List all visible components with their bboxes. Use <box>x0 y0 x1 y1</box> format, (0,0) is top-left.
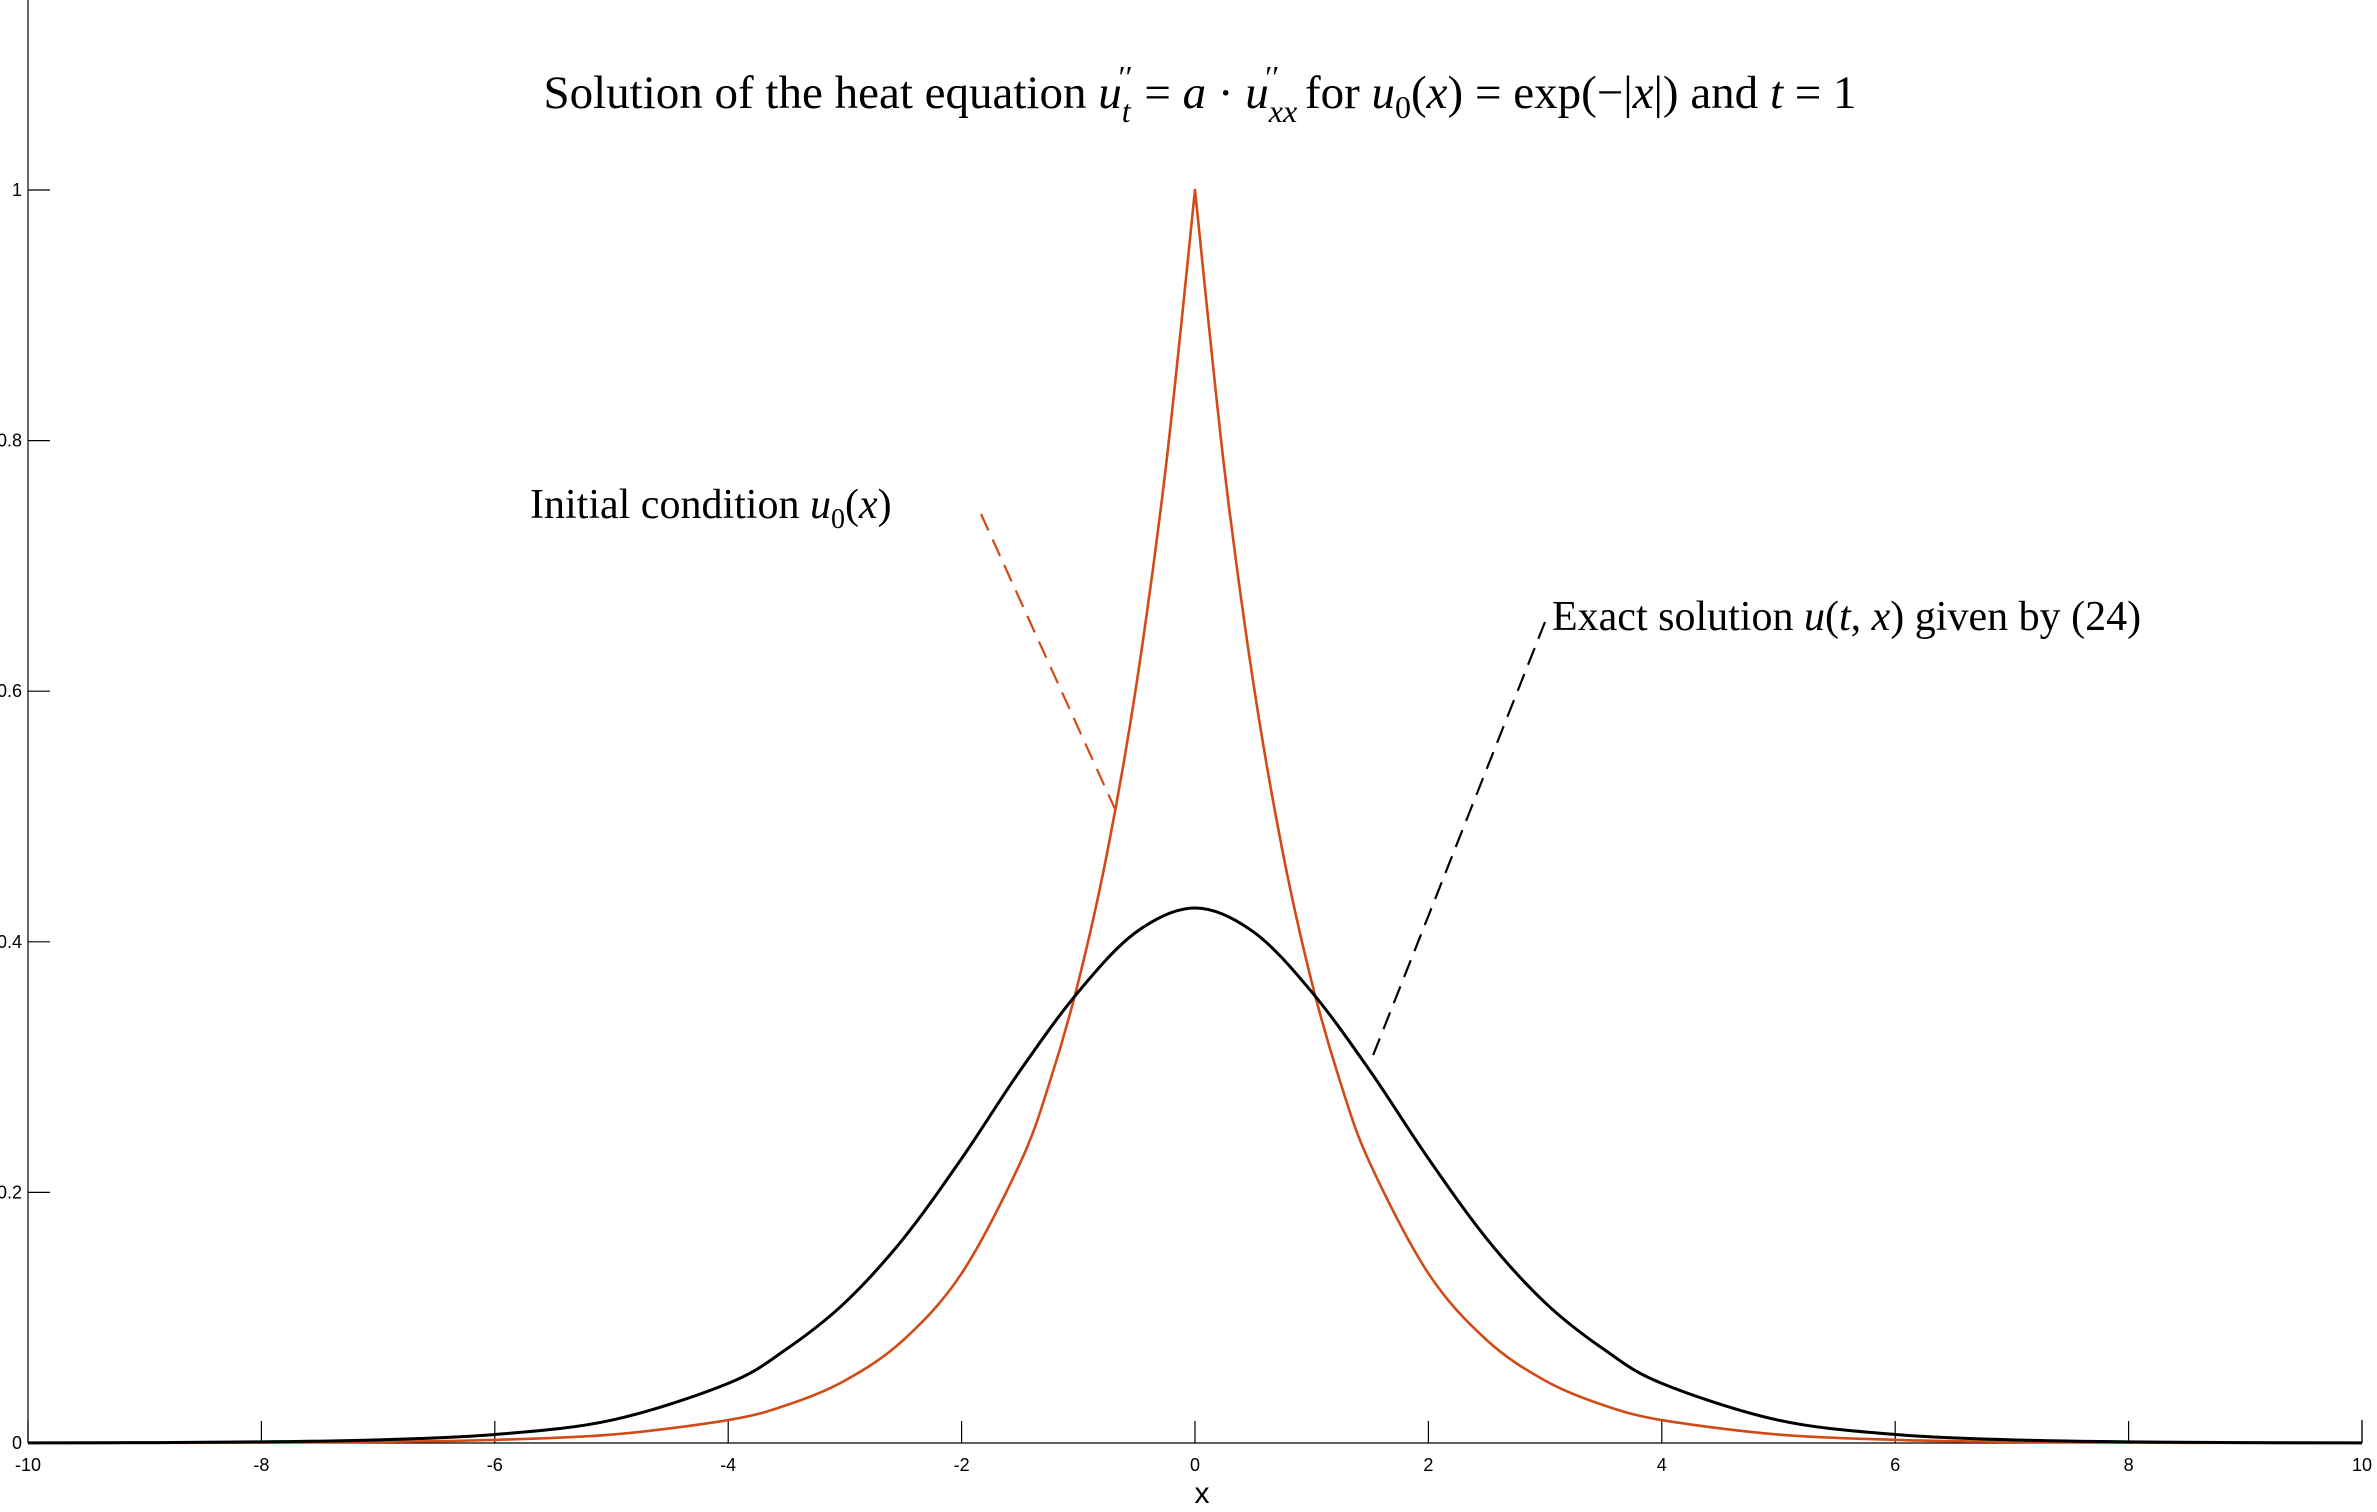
title-dot: · <box>1206 67 1245 119</box>
annotation-exact-u: u <box>1804 594 1825 640</box>
initial-condition-line <box>27 188 2363 1445</box>
title-eq: = <box>1133 67 1183 119</box>
annotation-initial-open: ( <box>845 482 859 528</box>
title-x2: x <box>1632 67 1654 119</box>
annotation-exact-t: t <box>1839 594 1852 640</box>
x-tick-label: 6 <box>1890 1455 1900 1475</box>
title-lhs-prime: ′′ <box>1119 59 1133 95</box>
annotation-exact-open: ( <box>1825 594 1839 640</box>
title-u0-sub: 0 <box>1395 89 1411 125</box>
title-a: a <box>1183 67 1207 119</box>
annotation-exact-comma: , <box>1851 594 1872 640</box>
y-tick-label: 0.2 <box>0 1182 22 1202</box>
title-eq2: = exp(−| <box>1463 67 1632 119</box>
x-tick-label: -10 <box>15 1455 41 1475</box>
exact-solution-line <box>27 906 2363 1445</box>
x-tick-label: 10 <box>2352 1455 2372 1475</box>
x-tick-label: 2 <box>1423 1455 1433 1475</box>
title-t-val: = 1 <box>1783 67 1857 119</box>
y-tick-label: 0.6 <box>0 681 22 701</box>
x-tick-label: -4 <box>720 1455 736 1475</box>
x-tick-label: -8 <box>253 1455 269 1475</box>
y-tick-label: 0.4 <box>0 932 22 952</box>
title-abs-close: |) and <box>1654 67 1770 119</box>
x-tick-label: -2 <box>954 1455 970 1475</box>
annotation-initial-leader <box>979 513 1122 821</box>
title-rhs-prime: ′′ <box>1265 59 1279 95</box>
title-t: t <box>1770 67 1784 119</box>
y-tick-label: 0.8 <box>0 431 22 451</box>
title-for: for <box>1293 67 1371 119</box>
annotation-exact-text: Exact solution <box>1552 594 1804 640</box>
annotation-exact-tail: given by (24) <box>1904 594 2141 640</box>
y-tick-label: 0 <box>12 1433 22 1453</box>
annotation-exact-close: ) <box>1890 594 1904 640</box>
title-u0: u <box>1372 67 1396 119</box>
annotation-initial-text: Initial condition <box>530 482 810 528</box>
annotation-exact-leader <box>1370 621 1547 1059</box>
x-axis-label: x <box>1195 1477 1210 1510</box>
axis-ticks: -10 -8 -6 -4 -2 0 2 4 6 8 10 0 0.2 0.4 0.6 0.8 1 <box>0 180 2372 1475</box>
annotation-exact-x: x <box>1871 594 1891 640</box>
title-rhs-sub: xx <box>1268 93 1297 129</box>
x-tick-label: -6 <box>487 1455 503 1475</box>
y-tick-label: 1 <box>12 180 22 200</box>
annotation-initial-sub: 0 <box>831 504 845 535</box>
annotation-initial-u: u <box>810 482 831 528</box>
x-tick-label: 8 <box>2124 1455 2134 1475</box>
x-tick-label: 0 <box>1190 1455 1200 1475</box>
chart-title: Solution of the heat equation ut′′ = a ·… <box>543 59 1856 129</box>
title-u0-close: ) <box>1448 67 1464 119</box>
title-u0-open: ( <box>1411 67 1427 119</box>
title-rhs: u <box>1245 67 1269 119</box>
title-u0-x: x <box>1426 67 1448 119</box>
x-tick-label: 4 <box>1657 1455 1667 1475</box>
annotation-initial-label: Initial condition u0(x) <box>530 482 892 535</box>
annotation-initial-close: ) <box>878 482 892 528</box>
annotation-initial-x: x <box>858 482 878 528</box>
annotation-exact-label: Exact solution u(t, x) given by (24) <box>1552 594 2141 640</box>
title-prefix: Solution of the heat equation <box>543 67 1098 119</box>
title-lhs: u <box>1098 67 1122 119</box>
series-group <box>27 188 2363 1445</box>
title-lhs-sub: t <box>1122 93 1132 129</box>
